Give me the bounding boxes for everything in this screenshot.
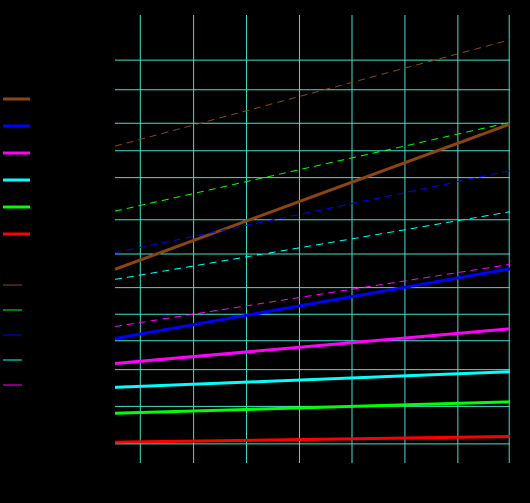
grid: [115, 15, 510, 463]
series-line: [114, 170, 511, 254]
series-line: [114, 370, 511, 389]
series-line: [114, 435, 511, 444]
series-line: [114, 39, 511, 147]
legend: [3, 97, 30, 386]
series-line: [114, 263, 511, 327]
series-line: [114, 211, 511, 280]
plot-lines: [114, 39, 511, 444]
series-line: [114, 121, 511, 212]
series-line: [114, 327, 511, 365]
series-line: [114, 267, 511, 340]
series-line: [114, 122, 511, 271]
series-line: [114, 400, 511, 415]
